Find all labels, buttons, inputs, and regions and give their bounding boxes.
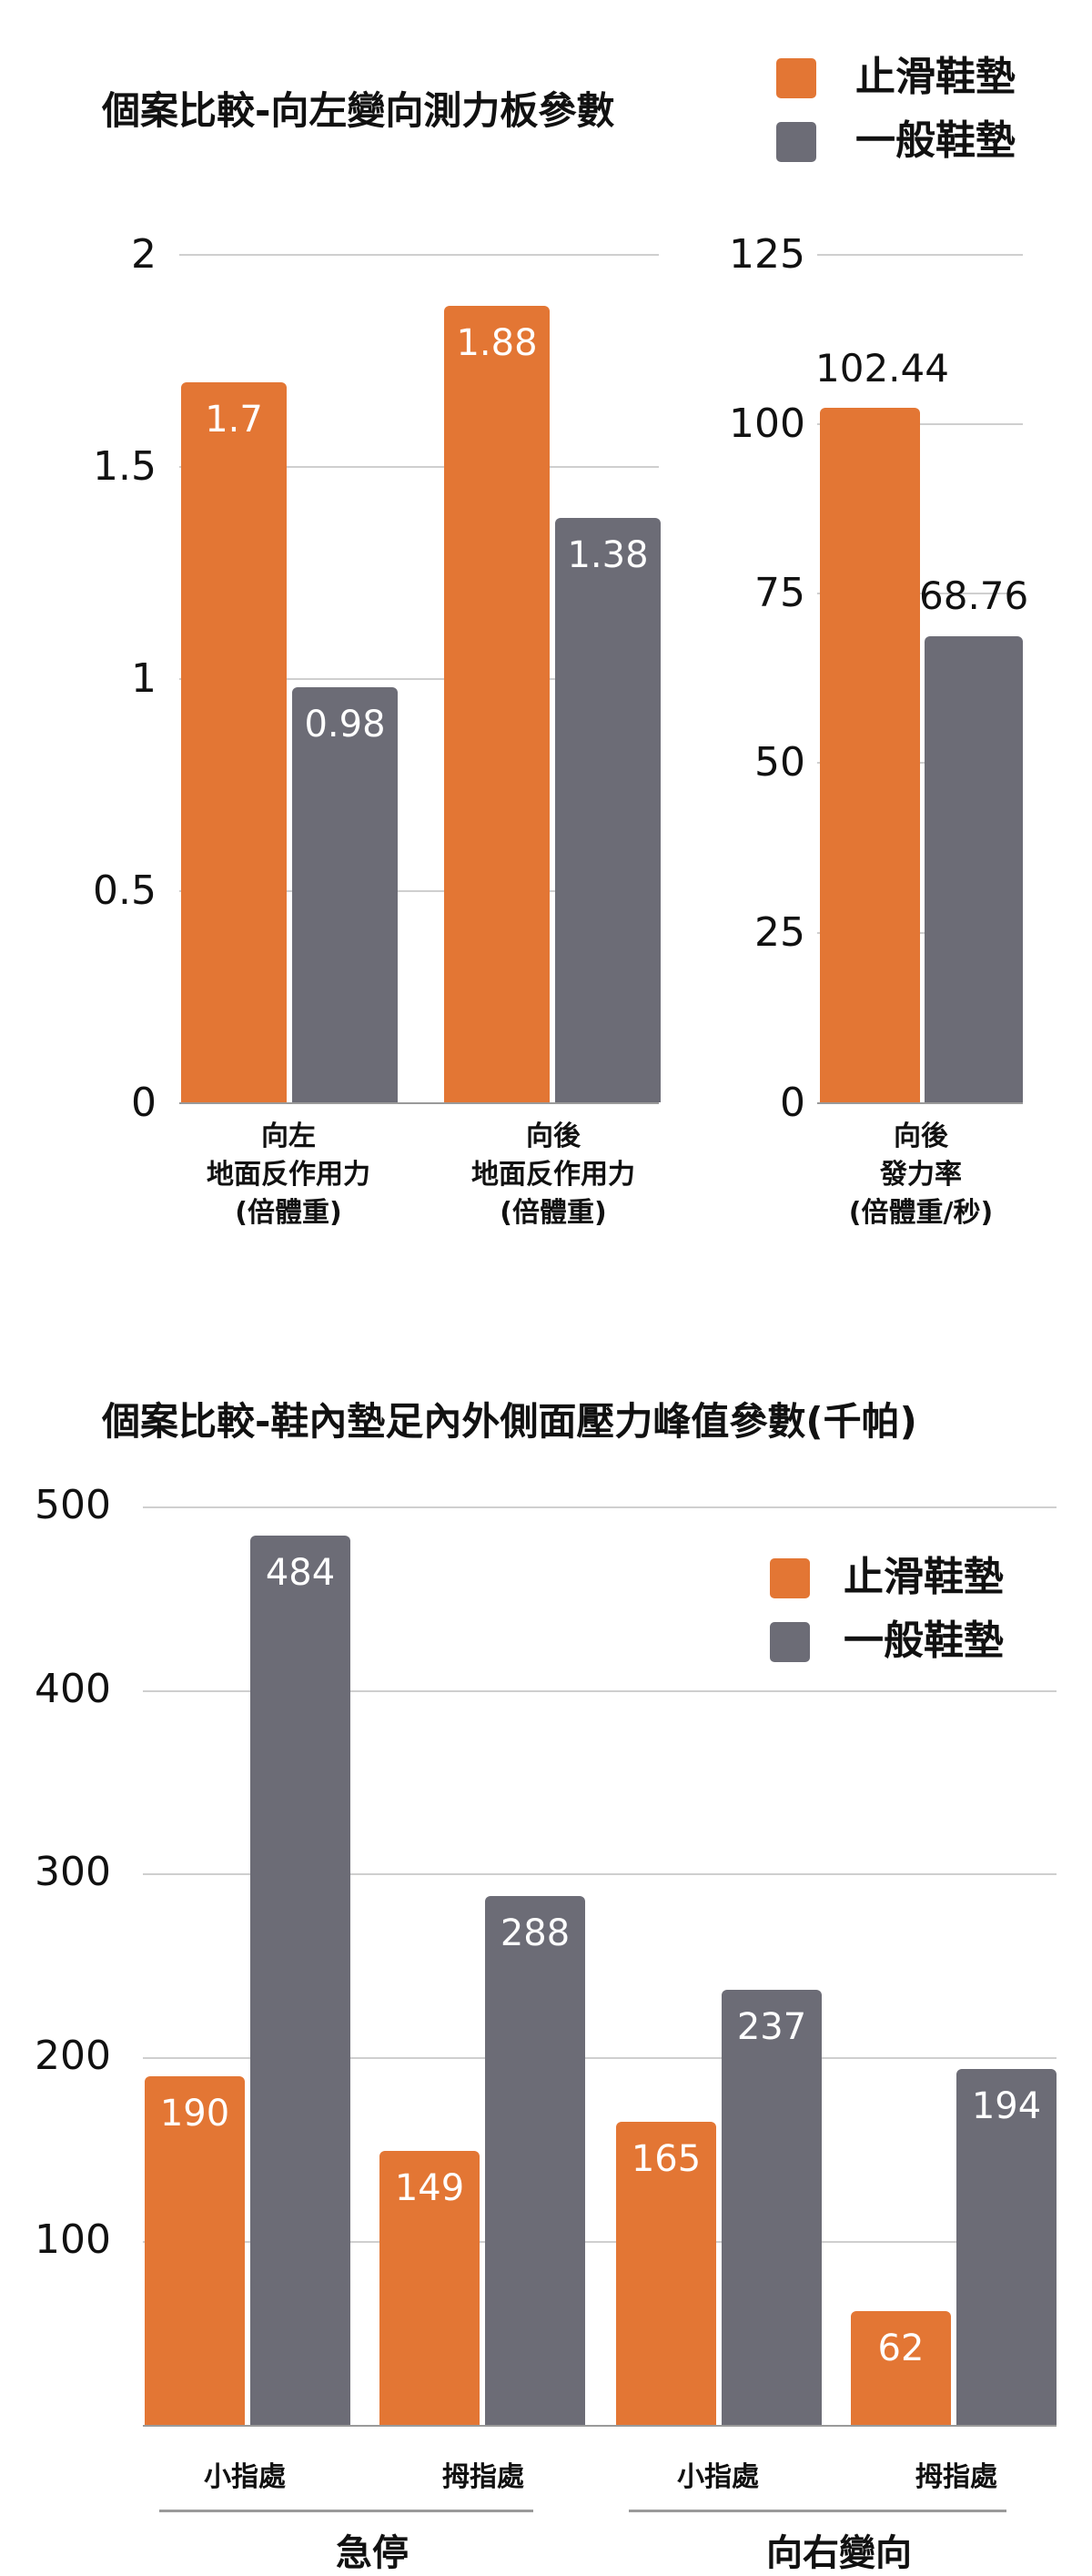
y-tick: 500 [35, 1482, 111, 1528]
bar-regular: 288 [485, 1896, 585, 2425]
x-label-line: 發力率 [880, 1159, 962, 1191]
group-label: 向右變向 [766, 2532, 912, 2574]
bar-value-label: 1.38 [567, 534, 649, 576]
y-tick: 75 [754, 570, 805, 616]
legend-label-anti-slip: 止滑鞋墊 [844, 1554, 1004, 1600]
y-tick: 100 [729, 401, 805, 447]
x-axis-line [817, 1102, 1023, 1104]
bar-anti-slip: 62 [851, 2311, 951, 2425]
y-tick: 1 [131, 655, 157, 702]
gridline [817, 593, 1023, 594]
y-tick: 25 [754, 909, 805, 956]
gridline [143, 1506, 1057, 1508]
y-tick: 0 [780, 1080, 805, 1126]
group-divider [159, 2510, 533, 2512]
legend-swatch-anti-slip [770, 1558, 810, 1598]
bar-value-label: 62 [877, 2328, 925, 2369]
x-sub-label: 拇指處 [915, 2461, 997, 2493]
legend-swatch-anti-slip [776, 58, 816, 98]
bar-regular: 237 [722, 1990, 822, 2425]
y-tick: 300 [35, 1849, 111, 1895]
chart-title: 個案比較-鞋內墊足內外側面壓力峰值參數(千帕) [102, 1399, 917, 1444]
x-label-line: (倍體重/秒) [848, 1197, 994, 1229]
gridline [143, 1873, 1057, 1875]
chart-title: 個案比較-向左變向測力板參數 [102, 88, 615, 133]
gridline [179, 254, 659, 256]
x-label-line: 向後 [894, 1121, 948, 1152]
legend-swatch-regular [776, 122, 816, 162]
bar-regular: 484 [250, 1536, 350, 2425]
bar-regular [925, 636, 1023, 1102]
bar-value-label: 165 [631, 2138, 702, 2180]
group-divider [629, 2510, 1006, 2512]
bar-regular: 1.38 [555, 518, 661, 1102]
y-tick: 0.5 [93, 867, 157, 914]
x-label-line: 向後 [526, 1121, 581, 1152]
bar-anti-slip: 1.7 [181, 382, 287, 1102]
bar-value-label: 237 [736, 2006, 807, 2048]
x-axis-line [143, 2425, 1057, 2427]
bar-value-label: 149 [394, 2167, 465, 2209]
gridline [143, 2241, 1057, 2243]
bar-value-label: 102.44 [815, 346, 949, 390]
bar-value-label: 190 [159, 2093, 230, 2135]
x-category-label: 向後 地面反作用力 (倍體重) [417, 1118, 690, 1232]
gridline [817, 423, 1023, 425]
bar-regular: 0.98 [292, 687, 398, 1102]
legend-label-regular: 一般鞋墊 [844, 1618, 1004, 1664]
gridline [179, 678, 659, 680]
gridline [817, 762, 1023, 764]
legend-label-regular: 一般鞋墊 [855, 117, 1016, 164]
x-axis-line [179, 1102, 659, 1104]
y-tick: 400 [35, 1666, 111, 1712]
y-tick: 100 [35, 2216, 111, 2263]
y-tick: 125 [729, 231, 805, 278]
x-category-label: 向左 地面反作用力 (倍體重) [152, 1118, 425, 1232]
x-label-line: 地面反作用力 [471, 1159, 635, 1191]
x-sub-label: 小指處 [677, 2461, 759, 2493]
bar-value-label: 1.88 [456, 322, 538, 364]
y-tick: 200 [35, 2033, 111, 2079]
gridline [143, 1690, 1057, 1692]
x-sub-label: 小指處 [204, 2461, 286, 2493]
bar-value-label: 288 [500, 1912, 571, 1954]
y-tick: 0 [131, 1080, 157, 1126]
x-label-line: (倍體重) [500, 1197, 607, 1229]
bar-value-label: 68.76 [919, 573, 1029, 618]
legend-swatch-regular [770, 1622, 810, 1662]
gridline [817, 932, 1023, 934]
y-tick: 2 [131, 231, 157, 278]
x-label-line: (倍體重) [235, 1197, 342, 1229]
group-label: 急停 [336, 2532, 409, 2574]
bar-anti-slip: 149 [379, 2151, 480, 2425]
x-category-label: 向後 發力率 (倍體重/秒) [784, 1118, 1057, 1232]
gridline [143, 2057, 1057, 2059]
bar-anti-slip: 165 [616, 2122, 716, 2425]
x-label-line: 向左 [261, 1121, 316, 1152]
bar-anti-slip: 190 [145, 2076, 245, 2425]
gridline [179, 890, 659, 892]
x-sub-label: 拇指處 [442, 2461, 524, 2493]
gridline [817, 254, 1023, 256]
bar-anti-slip: 1.88 [444, 306, 550, 1102]
legend-label-anti-slip: 止滑鞋墊 [855, 54, 1016, 100]
gridline [179, 466, 659, 468]
bar-regular: 194 [956, 2069, 1057, 2425]
y-tick: 50 [754, 739, 805, 786]
bar-value-label: 194 [971, 2085, 1042, 2127]
x-label-line: 地面反作用力 [207, 1159, 370, 1191]
y-tick: 1.5 [93, 443, 157, 490]
bar-value-label: 484 [265, 1552, 336, 1594]
bar-anti-slip [820, 408, 920, 1102]
bar-value-label: 0.98 [304, 704, 386, 745]
bar-value-label: 1.7 [205, 399, 263, 441]
